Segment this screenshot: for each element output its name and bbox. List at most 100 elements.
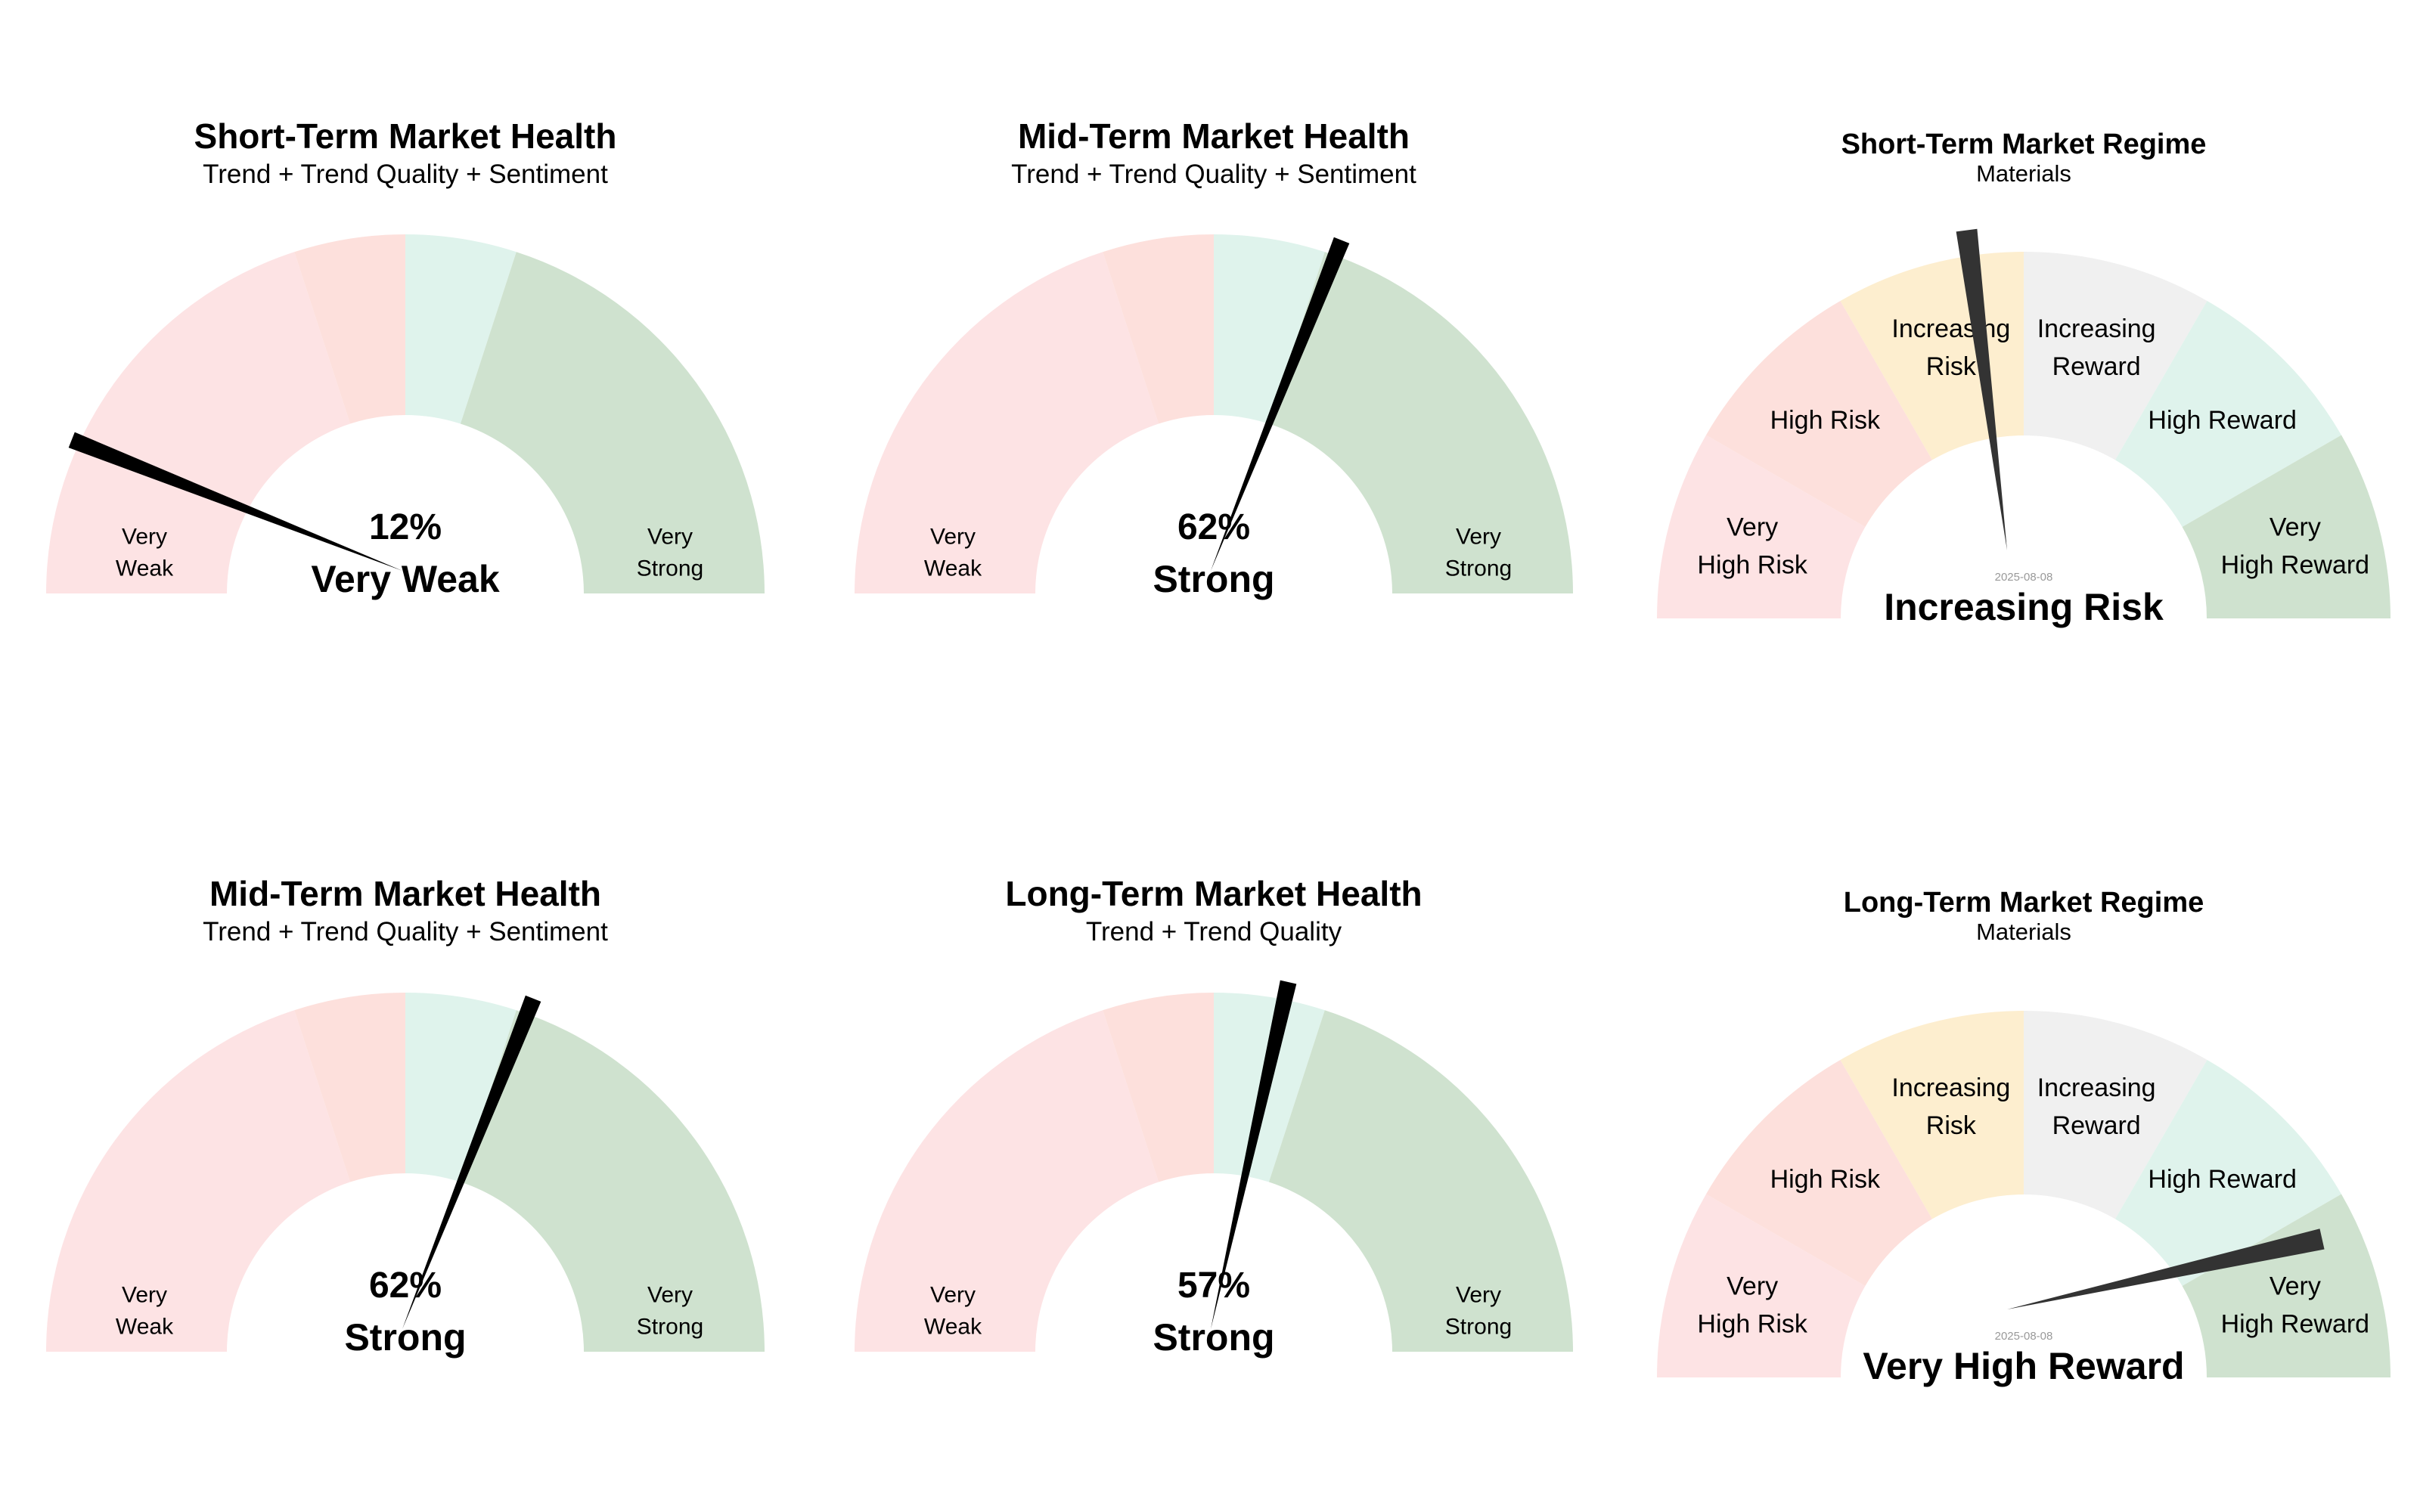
regime-segment-label: Very High Risk [1697,513,1807,580]
regime-segment-label: Very High Reward [2221,513,2370,580]
regime-segment-label-line: Increasing [1891,1074,2010,1102]
regime-needle [1956,228,2007,550]
end-label-line: Strong [1445,1315,1512,1340]
end-label-line: Very [122,525,167,550]
end-label-line: Very [930,525,976,550]
gauge-subtitle: Trend + Trend Quality [1086,917,1342,947]
gauge-zone [1214,234,1325,424]
end-label: Very Strong [1445,1283,1512,1340]
end-label: Very Weak [924,525,982,581]
regime-segment [2115,300,2342,527]
regime-segment-label-line: Risk [1926,352,1977,381]
end-label: Very Strong [637,1283,703,1340]
gauge-status: Strong [344,1316,466,1359]
regime-segment-label: High Risk [1770,406,1881,435]
gauge-zone [405,234,517,424]
regime-segment-label-line: Risk [1926,1111,1977,1140]
end-label: Very Strong [637,525,703,581]
regime-segment-label-line: Very [1727,1272,1778,1301]
end-label-line: Very [122,1283,167,1308]
regime-segment [2115,1059,2342,1286]
regime-segment-label: High Reward [2148,406,2297,435]
regime-segment-label-line: Reward [2052,352,2141,381]
gauge-value-label: 62% [1177,507,1250,547]
end-label-line: Weak [116,556,174,581]
regime-segment [2182,1194,2391,1377]
regime-segment-label: Increasing Risk [1891,1074,2010,1140]
end-label: Very Weak [116,525,174,581]
regime-segment-label-line: High Risk [1770,406,1881,435]
gauge-subtitle: Trend + Trend Quality + Sentiment [203,917,608,947]
gauge-title: Short-Term Market Health [194,116,617,156]
regime-segment-label-line: Increasing [2037,314,2156,343]
gauge-zone [46,252,351,593]
regime-segment-label: Increasing Reward [2037,314,2156,381]
gauge-title: Short-Term Market Regime [1841,129,2207,160]
regime-segment-label-line: Increasing [2037,1074,2156,1102]
regime-segment-label-line: Reward [2052,1111,2141,1140]
gauge-zone [1103,993,1214,1182]
regime-segment [1705,300,1932,527]
gauge-zone [460,1010,765,1352]
gauge-zone [1268,252,1573,593]
gauge-panel: Short-Term Market Health Trend + Trend Qu… [46,116,765,600]
gauge-status: Strong [1153,558,1274,600]
end-label-line: Weak [116,1315,174,1340]
gauge-subtitle: Materials [1976,919,2071,945]
regime-segment [1840,1011,2024,1219]
gauge-value-label: 62% [369,1266,442,1306]
end-label: Very Weak [116,1283,174,1340]
gauge-zone [1268,1010,1573,1352]
regime-segment-label-line: Very [2270,1272,2321,1301]
regime-segment-label: Increasing Risk [1891,314,2010,381]
regime-segment [1657,435,1866,618]
regime-status: Very High Reward [1863,1345,2184,1387]
regime-segment-label-line: High Reward [2221,1310,2370,1339]
end-label-line: Very [930,1283,976,1308]
end-label-line: Weak [924,1315,982,1340]
end-label: Very Weak [924,1283,982,1340]
gauge-zone [294,234,405,424]
gauge-title: Long-Term Market Regime [1844,887,2204,919]
gauge-needle [1211,980,1297,1329]
gauge-needle [402,995,541,1329]
regime-date: 2025-08-08 [1995,1330,2053,1343]
gauge-title: Mid-Term Market Health [1018,116,1410,156]
end-label-line: Very [647,1283,693,1308]
regime-status: Increasing Risk [1884,586,2164,628]
regime-segment-label-line: High Reward [2148,406,2297,435]
regime-segment-label-line: Very [1727,513,1778,542]
gauge-panel: Mid-Term Market Health Trend + Trend Qual… [855,116,1573,600]
regime-segment-label-line: High Reward [2221,551,2370,580]
end-label-line: Strong [637,1315,703,1340]
gauge-subtitle: Trend + Trend Quality + Sentiment [203,160,608,189]
regime-segment-label: High Risk [1770,1165,1881,1194]
gauge-zone [294,993,405,1182]
gauge-zone [855,252,1159,593]
regime-segment-label: High Reward [2148,1165,2297,1194]
gauge-panel: Mid-Term Market Health Trend + Trend Qual… [46,874,765,1359]
end-label: Very Strong [1445,525,1512,581]
gauge-needle [1211,237,1350,571]
regime-segment-label: Very High Risk [1697,1272,1807,1339]
regime-segment-label: Increasing Reward [2037,1074,2156,1140]
gauge-subtitle: Trend + Trend Quality + Sentiment [1011,160,1416,189]
end-label-line: Very [1456,1283,1501,1308]
end-label-line: Strong [637,556,703,581]
end-label-line: Very [1456,525,1501,550]
gauge-title: Mid-Term Market Health [209,874,601,913]
end-label-line: Very [647,525,693,550]
regime-segment-label-line: High Risk [1697,1310,1807,1339]
gauge-zone [46,1010,351,1352]
regime-segment [2024,252,2207,460]
gauge-zone [1103,234,1214,424]
regime-segment-label-line: High Risk [1770,1165,1881,1194]
regime-date: 2025-08-08 [1995,571,2053,584]
regime-segment [1705,1059,1932,1286]
regime-needle [2007,1228,2325,1309]
regime-segment [2024,1011,2207,1219]
regime-segment-label-line: Increasing [1891,314,2010,343]
gauge-zone [405,993,517,1182]
end-label-line: Weak [924,556,982,581]
